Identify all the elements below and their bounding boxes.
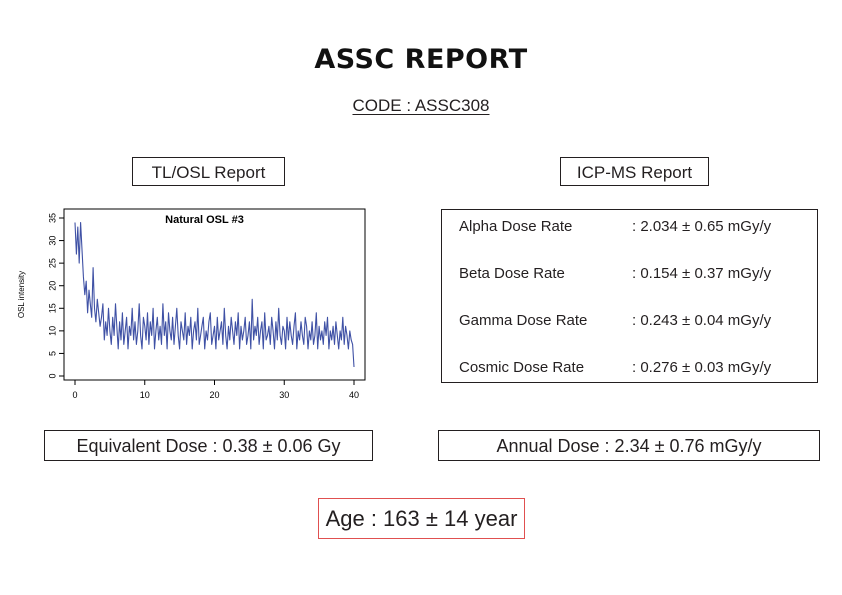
dose-row-cosmic: Cosmic Dose Rate : 0.276 ± 0.03 mGy/y bbox=[459, 359, 817, 379]
dose-value: : 0.154 ± 0.37 mGy/y bbox=[632, 265, 772, 282]
dose-row-beta: Beta Dose Rate : 0.154 ± 0.37 mGy/y bbox=[459, 265, 817, 285]
equivalent-dose-box: Equivalent Dose : 0.38 ± 0.06 Gy bbox=[44, 430, 373, 461]
y-tick-label: 0 bbox=[47, 373, 57, 378]
y-tick-label: 5 bbox=[47, 351, 57, 356]
y-tick-label: 20 bbox=[47, 281, 57, 291]
chart-title: Natural OSL #3 bbox=[165, 214, 244, 226]
annual-dose-box: Annual Dose : 2.34 ± 0.76 mGy/y bbox=[438, 430, 820, 461]
dose-label: Beta Dose Rate bbox=[459, 265, 565, 282]
dose-label: Cosmic Dose Rate bbox=[459, 359, 585, 376]
y-axis-label: OSL intensity bbox=[17, 271, 26, 318]
osl-series-line bbox=[74, 221, 355, 368]
osl-chart: 0 10 20 30 40 0 5 10 15 20 25 30 35 OSL intensity Natu… bbox=[14, 205, 370, 413]
dose-row-gamma: Gamma Dose Rate : 0.243 ± 0.04 mGy/y bbox=[459, 312, 817, 332]
y-tick-label: 30 bbox=[47, 236, 57, 246]
x-tick-label: 0 bbox=[72, 390, 77, 400]
dose-rate-table: Alpha Dose Rate : 2.034 ± 0.65 mGy/y Bet… bbox=[441, 209, 818, 383]
plot-frame bbox=[63, 208, 366, 381]
y-tick-label: 25 bbox=[47, 258, 57, 268]
y-tick-label: 15 bbox=[47, 303, 57, 313]
dose-value: : 0.276 ± 0.03 mGy/y bbox=[632, 359, 772, 376]
tlosl-report-header: TL/OSL Report bbox=[132, 157, 285, 186]
icpms-report-header: ICP-MS Report bbox=[560, 157, 709, 186]
osl-chart-svg: 0 10 20 30 40 0 5 10 15 20 25 30 35 OSL intensity Natu… bbox=[17, 208, 366, 400]
dose-value: : 2.034 ± 0.65 mGy/y bbox=[632, 218, 772, 235]
dose-label: Gamma Dose Rate bbox=[459, 312, 588, 329]
x-tick-label: 10 bbox=[140, 390, 150, 400]
x-tick-label: 30 bbox=[279, 390, 289, 400]
x-tick-label: 40 bbox=[349, 390, 359, 400]
dose-value: : 0.243 ± 0.04 mGy/y bbox=[632, 312, 772, 329]
report-title: ASSC REPORT bbox=[314, 44, 528, 75]
age-result-box: Age : 163 ± 14 year bbox=[318, 498, 525, 539]
x-tick-label: 20 bbox=[209, 390, 219, 400]
report-code: CODE : ASSC308 bbox=[352, 96, 490, 115]
y-tick-label: 10 bbox=[47, 326, 57, 336]
dose-row-alpha: Alpha Dose Rate : 2.034 ± 0.65 mGy/y bbox=[459, 218, 817, 238]
dose-label: Alpha Dose Rate bbox=[459, 218, 573, 235]
y-tick-label: 35 bbox=[47, 213, 57, 223]
